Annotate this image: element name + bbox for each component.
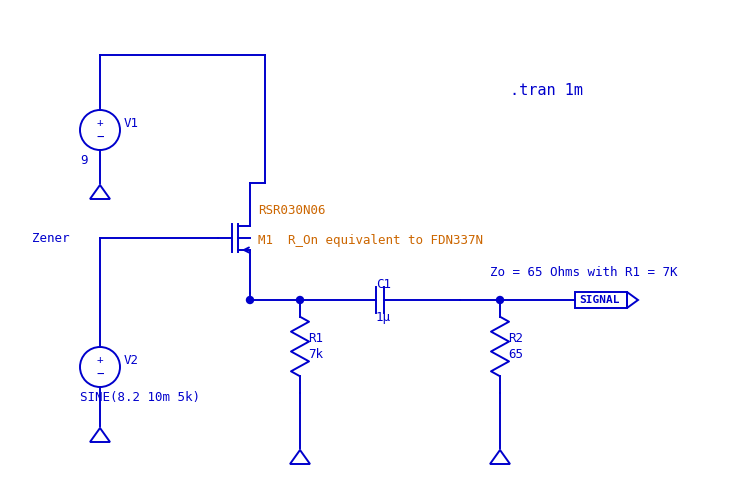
Text: SINE(8.2 10m 5k): SINE(8.2 10m 5k) <box>80 390 200 403</box>
Text: .tran 1m: .tran 1m <box>510 83 583 98</box>
Circle shape <box>496 297 504 304</box>
Text: M1  R_On equivalent to FDN337N: M1 R_On equivalent to FDN337N <box>258 233 483 246</box>
Text: −: − <box>97 368 104 380</box>
Text: V2: V2 <box>124 354 139 367</box>
Text: −: − <box>97 130 104 143</box>
Circle shape <box>247 297 253 304</box>
Text: 65: 65 <box>508 348 523 361</box>
Text: R1: R1 <box>308 332 323 345</box>
Text: R2: R2 <box>508 332 523 345</box>
Text: +: + <box>97 355 103 365</box>
Text: 1μ: 1μ <box>376 312 391 325</box>
Text: RSR030N06: RSR030N06 <box>258 203 326 216</box>
Text: 9: 9 <box>80 153 87 166</box>
Text: V1: V1 <box>124 117 139 129</box>
Text: +: + <box>97 118 103 128</box>
Text: Zo = 65 Ohms with R1 = 7K: Zo = 65 Ohms with R1 = 7K <box>490 266 678 279</box>
Text: Zener: Zener <box>32 231 69 244</box>
Text: 7k: 7k <box>308 348 323 361</box>
Circle shape <box>296 297 304 304</box>
Text: SIGNAL: SIGNAL <box>579 295 620 305</box>
Bar <box>575 292 627 308</box>
Text: C1: C1 <box>376 278 391 291</box>
